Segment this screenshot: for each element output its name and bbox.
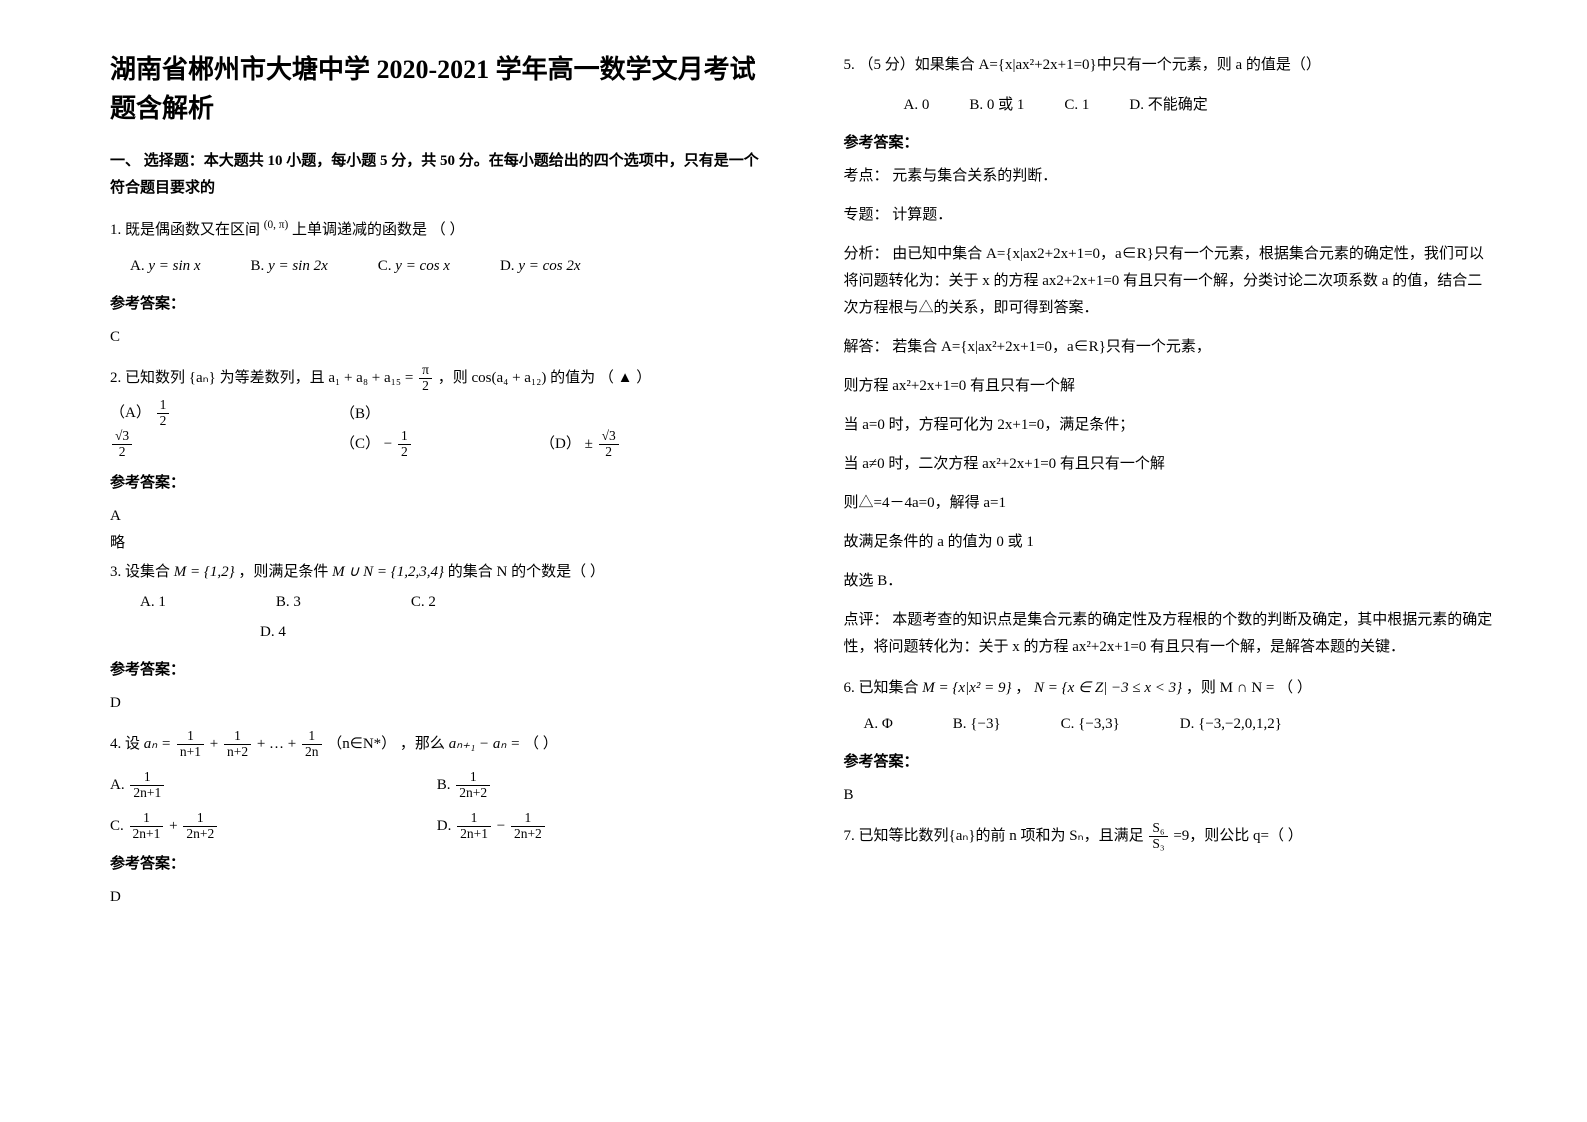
q2-stem-c: ，则 [438, 370, 468, 386]
q7-stem-b: =9，则公比 q=（ ） [1173, 828, 1302, 844]
q2-stem-b: 为等差数列，且 [220, 370, 325, 386]
section-1-heading: 一、 选择题：本大题共 10 小题，每小题 5 分，共 50 分。在每小题给出的… [110, 148, 764, 202]
q2-opt-b: √3 2 [110, 429, 340, 460]
q5-l8: 则△=4－4a=0，解得 a=1 [844, 490, 1498, 517]
q4-answer-label: 参考答案： [110, 851, 764, 878]
q6-opt-a: A. Φ [864, 709, 893, 739]
q3-stem-b: ，则满足条件 [238, 564, 332, 580]
q5-opt-a: A. 0 [904, 90, 930, 120]
q4-stem-b: ，那么 [400, 736, 445, 752]
q4-stem-a: 4. 设 [110, 736, 140, 752]
q6-answer-label: 参考答案： [844, 749, 1498, 776]
q2-opt-c: （C） − 1 2 [340, 429, 540, 460]
q4-diff: aₙ₊₁ − aₙ = [449, 736, 521, 752]
q6-opt-d: D. {−3,−2,0,1,2} [1180, 709, 1282, 739]
q5-l1: 考点： 元素与集合关系的判断． [844, 163, 1498, 190]
q7-stem-a: 7. 已知等比数列{aₙ}的前 n 项和为 Sₙ，且满足 [844, 828, 1144, 844]
q6-opt-b: B. {−3} [953, 709, 1001, 739]
q3-opt-b: B. 3 [276, 587, 301, 617]
question-1: 1. 既是偶函数又在区间 (0, π) 上单调递减的函数是 （ ） A. y =… [110, 214, 764, 281]
q5-l7: 当 a≠0 时，二次方程 ax²+2x+1=0 有且只有一个解 [844, 451, 1498, 478]
q3-M: M = {1,2} [174, 564, 235, 580]
q4-opt-c: C. 12n+1 + 12n+2 [110, 811, 437, 842]
q2-answer-label: 参考答案： [110, 470, 764, 497]
q2-seq: {aₙ} [189, 370, 216, 386]
q3-answer: D [110, 690, 764, 717]
q2-opt-b-label: （B） [340, 399, 380, 429]
q5-l10: 故选 B． [844, 568, 1498, 595]
q6-comma: ， [1015, 680, 1030, 696]
question-7: 7. 已知等比数列{aₙ}的前 n 项和为 Sₙ，且满足 S₆ S₃ =9，则公… [844, 821, 1498, 852]
q3-answer-label: 参考答案： [110, 657, 764, 684]
q1-interval: (0, π) [264, 219, 288, 231]
q6-answer: B [844, 782, 1498, 809]
q1-stem-a: 1. 既是偶函数又在区间 [110, 222, 260, 238]
q4-an: aₙ = [144, 736, 171, 752]
question-5: 5. （5 分）如果集合 A={x|ax²+2x+1=0}中只有一个元素，则 a… [844, 50, 1498, 120]
q3-opt-d: D. 4 [260, 617, 764, 647]
q5-l2: 专题： 计算题． [844, 202, 1498, 229]
q5-l9: 故满足条件的 a 的值为 0 或 1 [844, 529, 1498, 556]
q3-opt-c: C. 2 [411, 587, 436, 617]
q5-l3: 分析： 由已知中集合 A={x|ax2+2x+1=0，a∈R}只有一个元素，根据… [844, 241, 1498, 322]
question-4: 4. 设 aₙ = 1n+1 + 1n+2 + … + 12n （n∈N*） ，… [110, 729, 764, 842]
q4-cond: （n∈N*） [327, 736, 396, 752]
q1-answer-label: 参考答案： [110, 291, 764, 318]
q5-opt-b: B. 0 或 1 [969, 90, 1024, 120]
q1-options: A. y = sin x B. y = sin 2x C. y = cos x … [130, 251, 764, 281]
q1-stem-b: 上单调递减的函数是 （ ） [292, 222, 465, 238]
q5-l11: 点评： 本题考查的知识点是集合元素的确定性及方程根的个数的判断及确定，其中根据元… [844, 607, 1498, 661]
q3-stem-a: 3. 设集合 [110, 564, 174, 580]
q7-frac: S₆ S₃ [1149, 821, 1167, 852]
q6-stem-b: ，则 M ∩ N = （ ） [1186, 680, 1312, 696]
left-column: 湖南省郴州市大塘中学 2020-2021 学年高一数学文月考试题含解析 一、 选… [90, 50, 804, 1092]
question-6: 6. 已知集合 M = {x|x² = 9} ， N = {x ∈ Z| −3 … [844, 673, 1498, 739]
q5-l4: 解答： 若集合 A={x|ax²+2x+1=0，a∈R}只有一个元素， [844, 334, 1498, 361]
q5-opt-d: D. 不能确定 [1129, 90, 1207, 120]
q4-answer: D [110, 884, 764, 911]
q3-opt-a: A. 1 [140, 587, 166, 617]
q1-opt-d: D. y = cos 2x [500, 251, 581, 281]
q2-note: 略 [110, 530, 764, 557]
q1-opt-c: C. y = cos x [378, 251, 450, 281]
q5-opt-c: C. 1 [1064, 90, 1089, 120]
q6-opt-c: C. {−3,3} [1061, 709, 1120, 739]
q2-cos: cos(a₄ + a₁₂) [471, 370, 546, 386]
q4-stem-c: （ ） [524, 736, 558, 752]
q3-options-row1: A. 1 B. 3 C. 2 [140, 587, 764, 617]
q5-answer-label: 参考答案： [844, 130, 1498, 157]
q1-opt-b: B. y = sin 2x [251, 251, 328, 281]
q2-opt-d: （D） ± √3 2 [540, 429, 621, 460]
q2-stem-d: 的值为 （ ▲ ） [550, 370, 651, 386]
q3-MN: M ∪ N = {1,2,3,4} [332, 564, 444, 580]
right-column: 5. （5 分）如果集合 A={x|ax²+2x+1=0}中只有一个元素，则 a… [804, 50, 1518, 1092]
q5-l6: 当 a=0 时，方程可化为 2x+1=0，满足条件； [844, 412, 1498, 439]
q2-opt-a: （A） 1 2 [110, 398, 340, 429]
q6-stem-a: 6. 已知集合 [844, 680, 923, 696]
q4-opt-a: A. 12n+1 [110, 770, 437, 801]
q2-eq-rhs: π 2 [419, 363, 432, 394]
q5-l5: 则方程 ax²+2x+1=0 有且只有一个解 [844, 373, 1498, 400]
question-3: 3. 设集合 M = {1,2} ，则满足条件 M ∪ N = {1,2,3,4… [110, 557, 764, 647]
q1-opt-a: A. y = sin x [130, 251, 201, 281]
q5-stem: 5. （5 分）如果集合 A={x|ax²+2x+1=0}中只有一个元素，则 a… [844, 50, 1498, 80]
doc-title: 湖南省郴州市大塘中学 2020-2021 学年高一数学文月考试题含解析 [110, 50, 764, 128]
q4-opt-b: B. 12n+2 [437, 770, 764, 801]
q2-stem-a: 2. 已知数列 [110, 370, 185, 386]
question-2: 2. 已知数列 {aₙ} 为等差数列，且 a₁ + a₈ + a₁₅ = π 2… [110, 363, 764, 460]
q6-M: M = {x|x² = 9} [922, 680, 1011, 696]
q1-answer: C [110, 324, 764, 351]
q2-eq-lhs: a₁ + a₈ + a₁₅ = [328, 370, 413, 386]
q4-opt-d: D. 12n+1 − 12n+2 [437, 811, 764, 842]
q6-N: N = {x ∈ Z| −3 ≤ x < 3} [1034, 680, 1182, 696]
q2-answer: A [110, 503, 764, 530]
q3-stem-c: 的集合 N 的个数是（ ） [448, 564, 605, 580]
